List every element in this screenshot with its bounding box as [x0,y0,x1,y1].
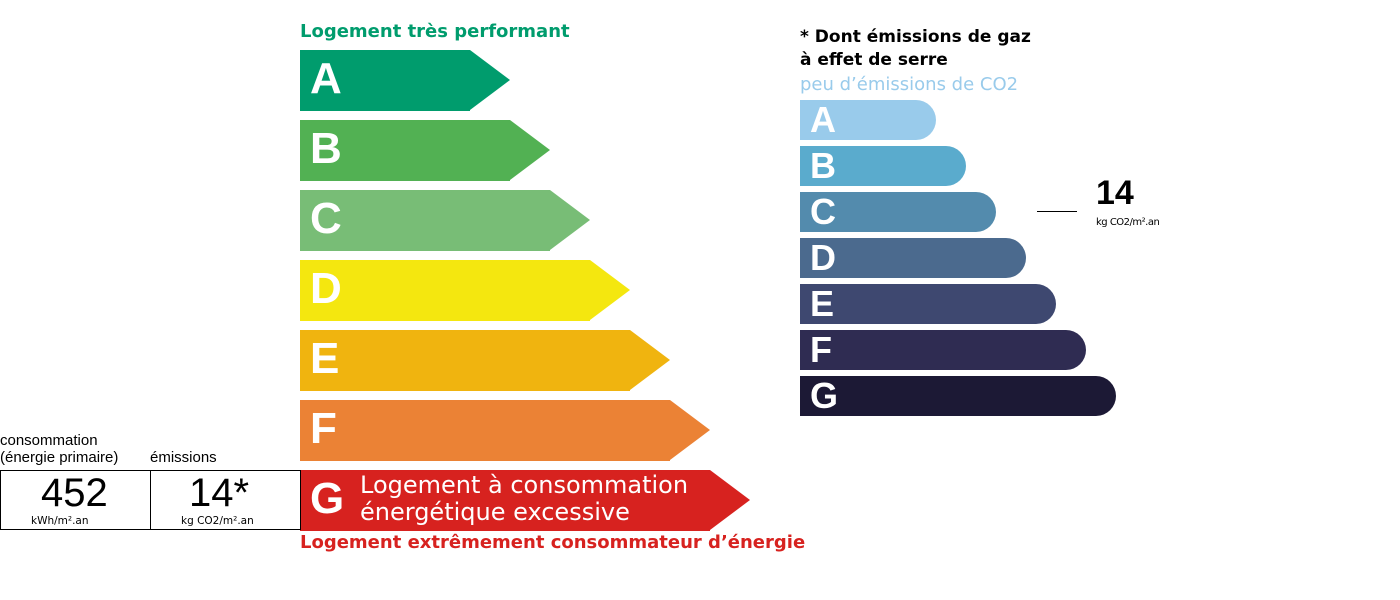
ghg-unit: kg CO2/m².an [1096,217,1160,228]
ghg-class-f: F [800,330,1086,370]
ghg-class-c: C [800,192,996,232]
class-letter: B [810,145,836,186]
arrow-tip [670,400,710,460]
g-text-line2: énergétique excessive [360,498,630,526]
class-letter: A [310,54,342,103]
class-letter: F [810,329,832,370]
emissions-value: 14* [189,471,250,515]
ghg-note: * Dont émissions de gaz à effet de serre [800,26,1031,72]
bar-body [300,120,510,181]
arrow-tip [470,50,510,110]
class-letter: D [310,264,342,313]
emissions-box: 14* kg CO2/m².an [150,470,301,530]
ghg-class-d: D [800,238,1026,278]
class-letter: C [310,194,342,243]
ghg-note-line2: à effet de serre [800,50,948,70]
class-letter: G [310,474,345,523]
emissions-unit: kg CO2/m².an [181,515,254,527]
consumption-label-line2: (énergie primaire) [0,449,119,466]
ghg-note-line1: * Dont émissions de gaz [800,27,1031,47]
ghg-class-a: A [800,100,936,140]
class-letter: E [810,283,835,324]
class-letter: E [310,334,340,383]
class-letter: F [310,404,337,453]
consumption-value: 452 [41,471,108,515]
consumption-unit: kWh/m².an [31,515,89,527]
class-letter: B [310,124,342,173]
consumption-label: consommation (énergie primaire) [0,432,118,466]
bar-body [300,50,470,111]
energy-bottom-label: Logement extrêmement consommateur d’éner… [300,532,806,553]
g-text-line1: Logement à consommation [360,471,689,499]
consumption-box: 452 kWh/m².an [0,470,151,530]
consumption-label-line1: consommation [0,432,98,449]
arrow-tip [590,260,630,320]
ghg-marker-line [1037,211,1077,212]
energy-top-label: Logement très performant [300,21,570,42]
ghg-top-label: peu d’émissions de CO2 [800,74,1019,95]
ghg-value: 14 [1096,174,1134,212]
bar-body [300,330,630,391]
ghg-class-g: G [800,376,1116,416]
class-letter: G [810,375,839,416]
emissions-label: émissions [150,449,217,466]
bar-body [300,260,590,321]
g-class-description: Logement à consommation énergétique exce… [360,472,688,526]
class-letter: C [810,191,836,232]
bar-body [300,470,710,531]
arrow-tip [630,330,670,390]
arrow-tip [550,190,590,250]
class-letter: D [810,237,836,278]
ghg-class-e: E [800,284,1056,324]
arrow-tip [510,120,550,180]
ghg-class-b: B [800,146,966,186]
bar-body [300,190,550,251]
arrow-tip [710,470,750,530]
class-letter: A [810,99,836,140]
bar-body [300,400,670,461]
